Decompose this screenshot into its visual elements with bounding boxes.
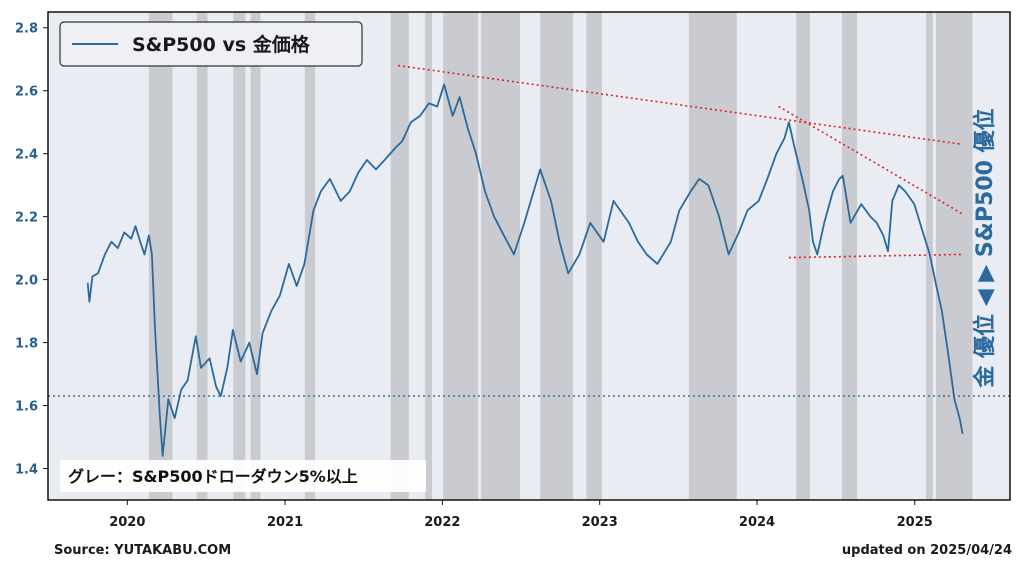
drawdown-band: [390, 12, 409, 500]
y-tick-label: 2.8: [15, 22, 38, 37]
x-tick-label: 2024: [739, 515, 775, 530]
drawdown-band: [481, 12, 520, 500]
trend-line: [778, 105, 963, 215]
drawdown-band: [443, 12, 479, 500]
y-tick-label: 1.8: [15, 337, 38, 352]
x-tick-label: 2022: [424, 515, 460, 530]
x-axis: 2020 2021 2022 2023 2024 2025: [109, 500, 933, 530]
y-tick-label: 1.6: [15, 400, 38, 415]
drawdown-band: [250, 12, 261, 500]
updated-label: updated on 2025/04/24: [842, 543, 1012, 558]
y-axis: 1.4 1.6 1.8 2.0 2.2 2.4 2.6 2.8: [15, 22, 48, 478]
drawdown-band: [688, 12, 737, 500]
drawdown-band: [233, 12, 246, 500]
right-axis-annotation: 金 優位 ◀ ▶ S&P500 優位: [972, 108, 998, 388]
drawdown-band: [148, 12, 173, 500]
drawdown-bands: [148, 12, 973, 500]
legend-label: S&P500 vs 金価格: [132, 33, 311, 56]
y-tick-label: 2.4: [15, 148, 38, 163]
series-line: [86, 83, 964, 457]
drawdown-band: [935, 12, 973, 500]
y-tick-label: 1.4: [15, 463, 38, 478]
drawdown-band: [196, 12, 208, 500]
drawdown-band: [304, 12, 316, 500]
plot-frame: [47, 11, 1011, 501]
x-tick-label: 2023: [582, 515, 618, 530]
drawdown-band: [586, 12, 602, 500]
drawdown-band: [796, 12, 811, 500]
y-tick-label: 2.6: [15, 85, 38, 100]
x-tick-label: 2021: [267, 515, 303, 530]
trend-lines: [397, 64, 963, 259]
drawdown-band: [540, 12, 573, 500]
source-label: Source: YUTAKABU.COM: [54, 543, 231, 558]
note-text: グレー：S&P500ドローダウン5%以上: [68, 467, 358, 486]
drawdown-note: グレー：S&P500ドローダウン5%以上: [60, 460, 426, 492]
y-tick-label: 2.0: [15, 274, 38, 289]
trend-line: [788, 253, 962, 259]
x-tick-label: 2025: [897, 515, 933, 530]
note-box: [60, 460, 426, 492]
legend-box: [59, 21, 363, 67]
series-line-group: [86, 83, 964, 457]
y-tick-label: 2.2: [15, 211, 38, 226]
drawdown-band: [425, 12, 433, 500]
x-tick-label: 2020: [109, 515, 145, 530]
legend: S&P500 vs 金価格: [59, 21, 363, 67]
